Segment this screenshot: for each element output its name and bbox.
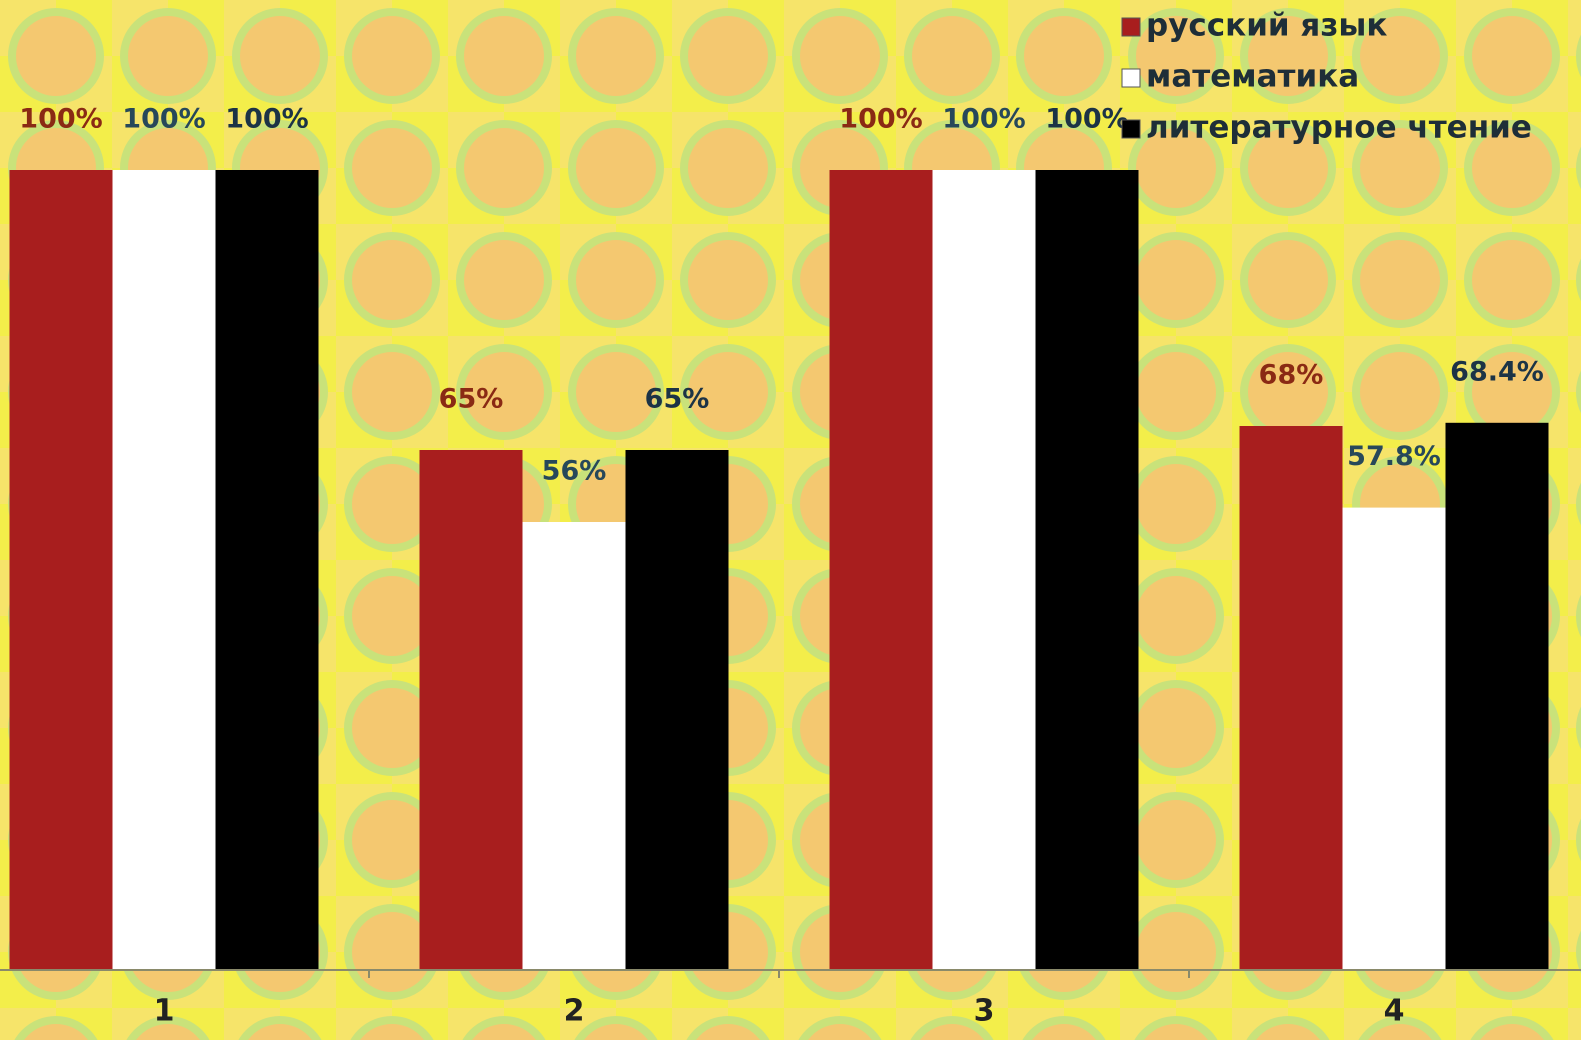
- bar: [1445, 422, 1549, 970]
- x-tick-label: 2: [564, 994, 585, 1029]
- value-label: 56%: [542, 456, 607, 487]
- bar: [9, 170, 113, 970]
- value-label: 100%: [19, 104, 102, 135]
- value-label: 65%: [439, 384, 504, 415]
- legend-swatch: [1121, 68, 1141, 88]
- bar: [522, 522, 626, 970]
- bar: [215, 170, 319, 970]
- value-label: 57.8%: [1347, 441, 1441, 472]
- bar: [1035, 170, 1139, 970]
- bar: [112, 170, 216, 970]
- legend-label: русский язык: [1146, 8, 1387, 44]
- x-tick-label: 4: [1384, 994, 1405, 1029]
- value-label: 100%: [225, 104, 308, 135]
- value-label: 100%: [942, 104, 1025, 135]
- bar: [932, 170, 1036, 970]
- bar: [419, 450, 523, 970]
- value-label: 100%: [1045, 104, 1128, 135]
- x-tick-label: 3: [974, 994, 995, 1029]
- legend-swatch: [1121, 119, 1141, 139]
- bar: [1239, 426, 1343, 970]
- value-label: 68%: [1259, 360, 1324, 391]
- legend-label: литературное чтение: [1146, 110, 1532, 146]
- legend-swatch: [1121, 17, 1141, 37]
- value-label: 68.4%: [1450, 356, 1544, 387]
- bar: [1342, 507, 1446, 970]
- bar: [625, 450, 729, 970]
- bar: [829, 170, 933, 970]
- value-label: 100%: [839, 104, 922, 135]
- legend-label: математика: [1146, 59, 1359, 95]
- value-label: 65%: [645, 384, 710, 415]
- x-tick-label: 1: [154, 994, 175, 1029]
- value-label: 100%: [122, 104, 205, 135]
